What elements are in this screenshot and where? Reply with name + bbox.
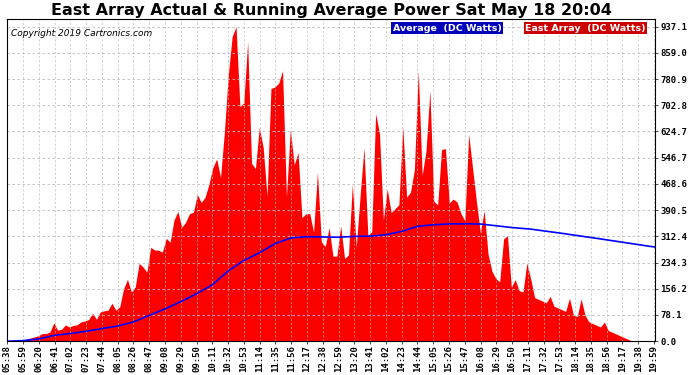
Title: East Array Actual & Running Average Power Sat May 18 20:04: East Array Actual & Running Average Powe… — [50, 3, 611, 18]
Text: Copyright 2019 Cartronics.com: Copyright 2019 Cartronics.com — [10, 28, 152, 38]
Text: Average  (DC Watts): Average (DC Watts) — [393, 24, 502, 33]
Text: East Array  (DC Watts): East Array (DC Watts) — [525, 24, 646, 33]
